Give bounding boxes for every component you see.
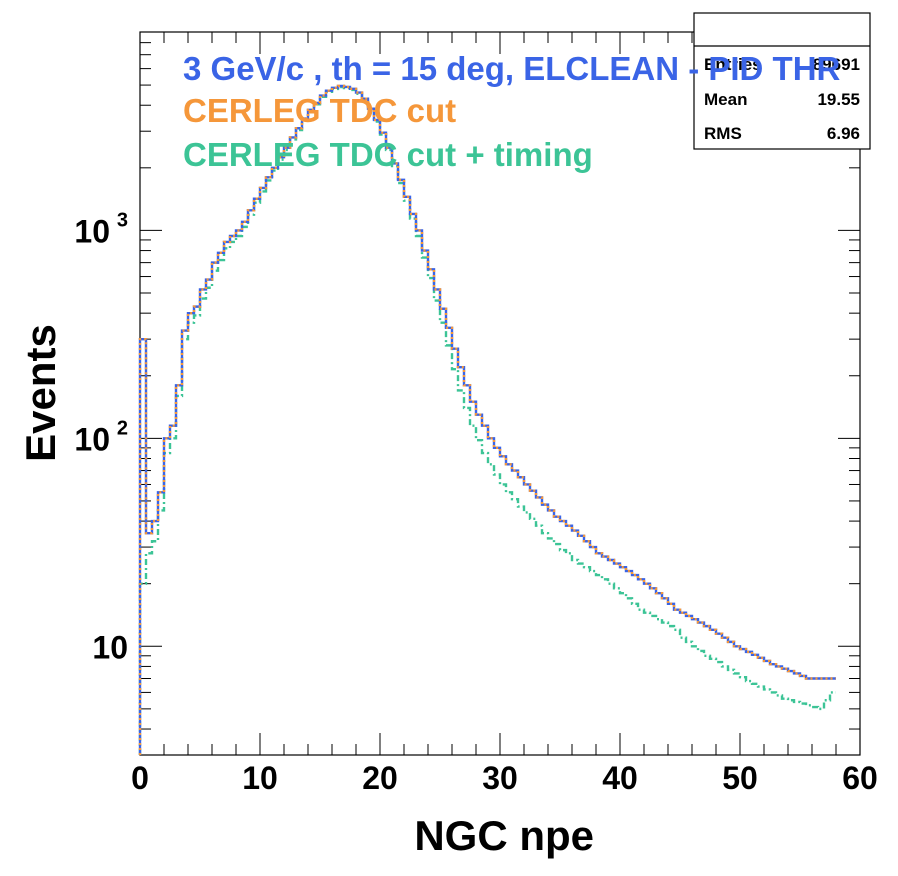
y-tick-exponent: 3 xyxy=(117,209,128,231)
x-tick-label: 30 xyxy=(482,760,518,796)
histogram-series-2 xyxy=(138,84,836,755)
x-axis-title: NGC npe xyxy=(414,812,594,859)
y-tick-exponent: 2 xyxy=(117,417,128,439)
stats-row-value: 19.55 xyxy=(817,90,860,109)
stats-row-value: 6.96 xyxy=(827,124,860,143)
y-tick-label: 10 xyxy=(92,629,128,665)
stats-row-value: 89691 xyxy=(813,55,860,74)
histogram-series-3 xyxy=(138,85,836,755)
x-tick-label: 10 xyxy=(242,760,278,796)
legend-entry-1: 3 GeV/c , th = 15 deg, ELCLEAN - PID THR xyxy=(183,50,841,87)
y-tick-label: 10 xyxy=(74,213,110,249)
x-tick-label: 60 xyxy=(842,760,878,796)
stats-row-label: RMS xyxy=(704,124,742,143)
stats-box xyxy=(693,12,871,150)
y-axis-title: Events xyxy=(17,324,64,462)
x-tick-label: 50 xyxy=(722,760,758,796)
legend-entry-2: CERLEG TDC cut xyxy=(183,92,456,129)
x-tick-label: 40 xyxy=(602,760,638,796)
legend-entry-3: CERLEG TDC cut + timing xyxy=(183,136,593,173)
histogram-series-1 xyxy=(138,84,836,755)
y-tick-label: 10 xyxy=(74,421,110,457)
x-tick-label: 20 xyxy=(362,760,398,796)
stats-row-label: Entries xyxy=(704,55,762,74)
x-tick-label: 0 xyxy=(131,760,149,796)
stats-row-label: Mean xyxy=(704,90,747,109)
